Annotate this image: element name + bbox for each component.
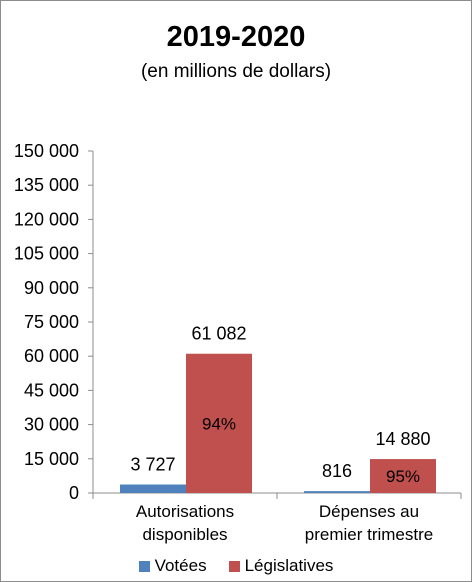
bar-votees <box>120 484 186 493</box>
y-tick-label: 135 000 <box>14 175 79 195</box>
legend-swatch-votees <box>138 560 150 572</box>
legend-label-legislatives: Législatives <box>244 556 334 575</box>
bar-votees <box>304 491 370 493</box>
legend-item-votees: Votées <box>138 556 207 576</box>
y-tick-label: 75 000 <box>24 312 79 332</box>
percent-label-legislatives: 95% <box>386 467 420 486</box>
y-tick-label: 45 000 <box>24 380 79 400</box>
y-tick-label: 15 000 <box>24 449 79 469</box>
y-tick-label: 150 000 <box>14 141 79 161</box>
legend-label-votees: Votées <box>154 556 207 575</box>
percent-label-legislatives: 94% <box>202 414 236 433</box>
data-label-legislatives: 61 082 <box>191 324 246 344</box>
legend-swatch-legislatives <box>228 560 240 572</box>
y-tick-label: 105 000 <box>14 244 79 264</box>
y-tick-label: 60 000 <box>24 346 79 366</box>
chart-title: 2019-2020 <box>166 21 306 53</box>
data-label-votees: 3 727 <box>130 455 175 475</box>
data-label-votees: 816 <box>322 461 352 481</box>
x-category-label: disponibles <box>142 525 227 544</box>
chart-legend: Votées Législatives <box>1 556 471 576</box>
bar-legislatives <box>370 459 436 493</box>
chart-subtitle: (en millions de dollars) <box>140 61 332 82</box>
y-tick-label: 0 <box>69 483 79 503</box>
data-label-legislatives: 14 880 <box>375 429 430 449</box>
y-tick-label: 90 000 <box>24 278 79 298</box>
y-tick-label: 30 000 <box>24 415 79 435</box>
legend-item-legislatives: Législatives <box>228 556 334 576</box>
x-category-label: premier trimestre <box>305 525 433 544</box>
bar-legislatives <box>186 353 252 493</box>
x-category-label: Autorisations <box>136 502 234 521</box>
y-tick-label: 120 000 <box>14 209 79 229</box>
x-category-label: Dépenses au <box>319 502 419 521</box>
